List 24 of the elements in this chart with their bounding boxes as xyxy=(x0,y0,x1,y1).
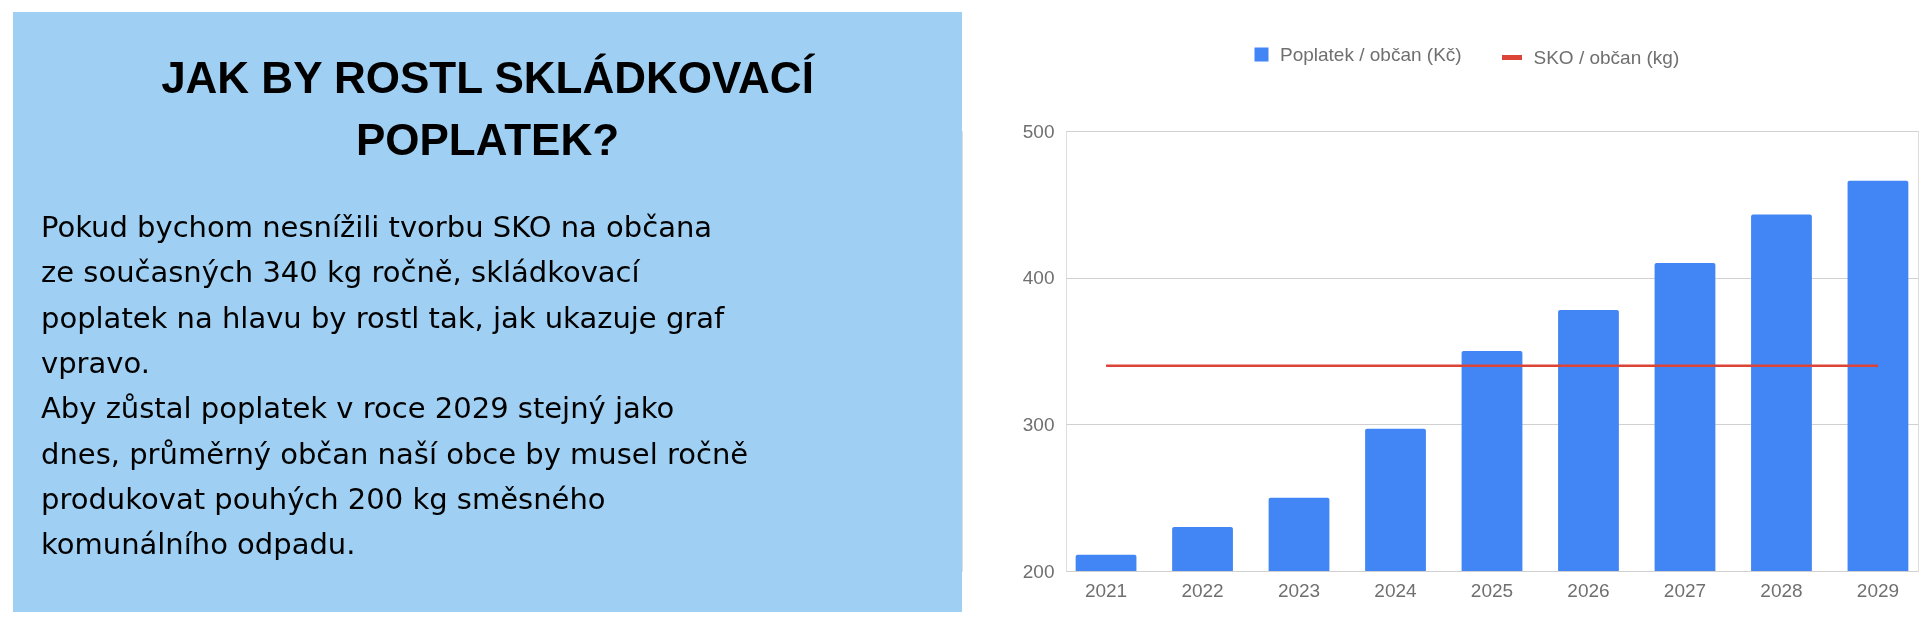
text: komunálního odpadu. xyxy=(41,527,356,562)
x-tick-label: 2026 xyxy=(1567,579,1610,601)
x-tick-label: 2025 xyxy=(1470,579,1514,601)
x-tick-label: 2028 xyxy=(1760,579,1803,601)
x-tick-label: 2029 xyxy=(1856,579,1900,601)
text: Pokud bychom nesnížili tvorbu SKO na občana xyxy=(41,210,713,244)
x-tick-label: 2021 xyxy=(1084,579,1128,601)
text: poplatek na hlavu by rostl tak, jak ukazuje graf xyxy=(41,300,725,335)
y-tick-label: 400 xyxy=(1022,267,1055,289)
y-tick-label: 300 xyxy=(1022,413,1055,435)
x-tick-label: 2024 xyxy=(1374,579,1418,601)
legend-label: Poplatek / občan (Kč) xyxy=(1280,43,1462,65)
text: Aby zůstal poplatek v roce 2029 stejný jako xyxy=(41,391,675,426)
text: JAK BY ROSTL SKLÁDKOVACÍ POPLATEK? xyxy=(161,52,816,164)
x-tick-label: 2023 xyxy=(1277,579,1321,601)
text: produkovat pouhých 200 kg směsného xyxy=(41,481,606,516)
x-tick-label: 2022 xyxy=(1181,579,1224,601)
y-tick-label: 200 xyxy=(1022,560,1055,582)
y-tick-label: 500 xyxy=(1022,120,1055,142)
text: dnes, průměrný občan naší obce by musel ročně xyxy=(41,436,749,471)
x-tick-label: 2027 xyxy=(1663,579,1707,601)
text: ze současných 340 kg ročně, skládkovací xyxy=(41,255,641,290)
legend-label: SKO / občan (kg) xyxy=(1533,46,1680,68)
text: vpravo. xyxy=(41,345,150,380)
